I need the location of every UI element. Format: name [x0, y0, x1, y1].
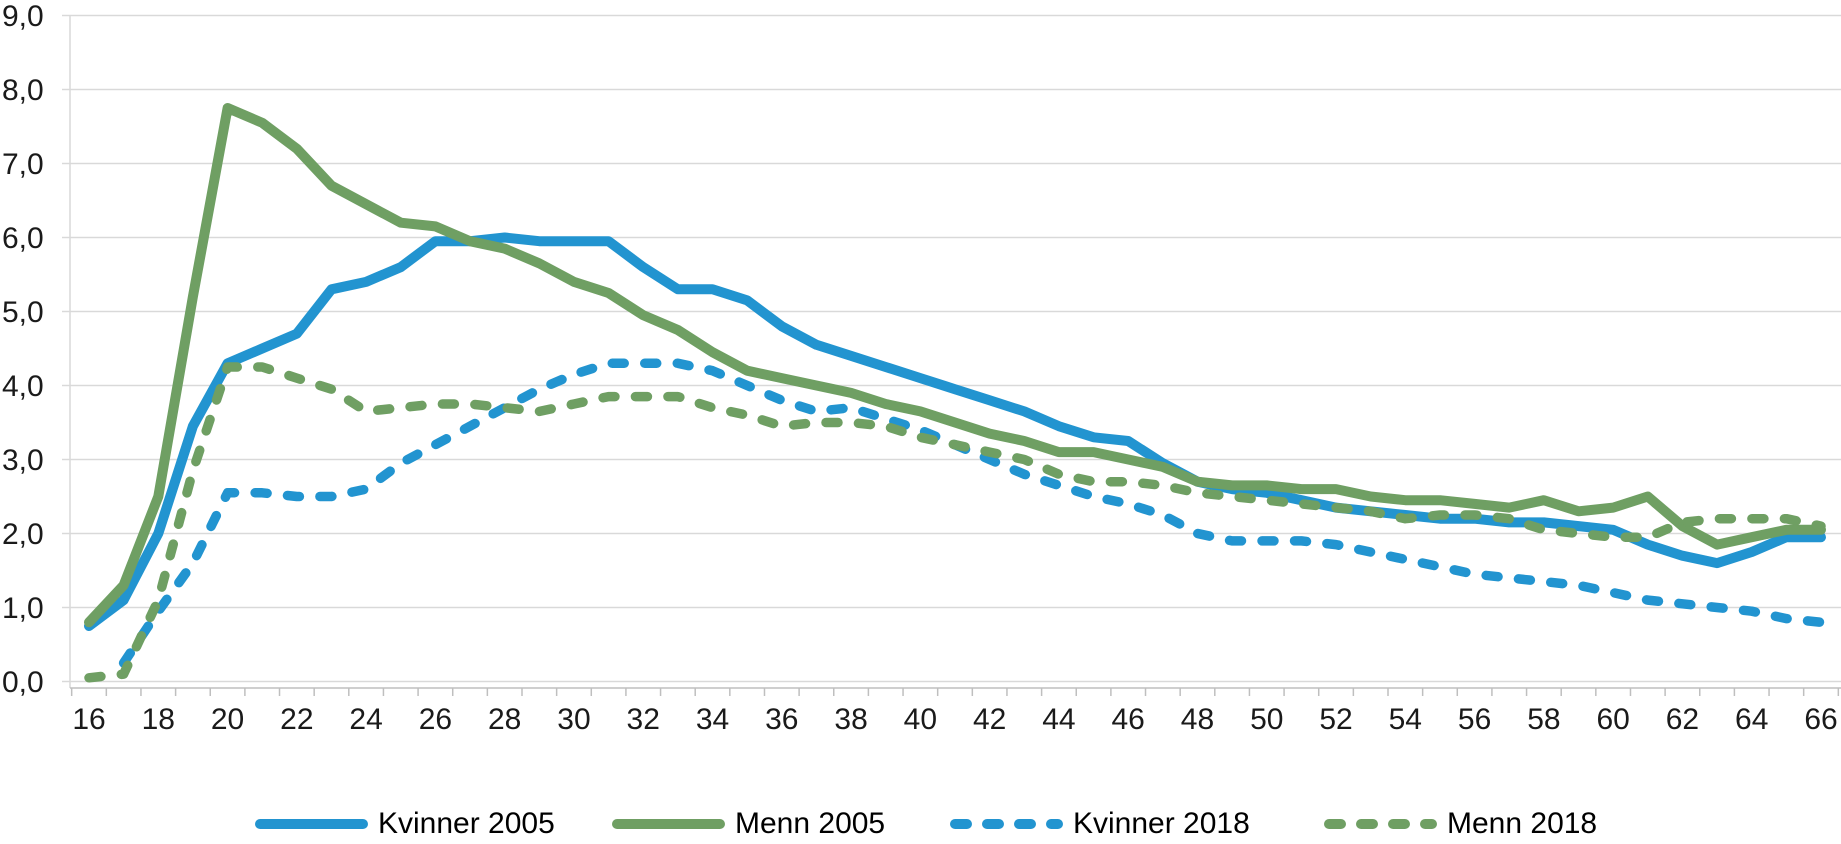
- legend-label: Kvinner 2018: [1073, 807, 1250, 840]
- y-axis-tick-label: 3,0: [2, 444, 44, 477]
- x-axis-tick-label: 56: [1458, 703, 1491, 736]
- legend-swatch-solid-blue-icon: [255, 819, 368, 829]
- x-axis-tick-label: 36: [765, 703, 798, 736]
- x-axis-tick-label: 44: [1042, 703, 1075, 736]
- x-axis-tick-label: 46: [1112, 703, 1145, 736]
- legend-label: Menn 2018: [1447, 807, 1598, 840]
- x-axis-tick-label: 24: [349, 703, 382, 736]
- x-axis-tick-label: 60: [1596, 703, 1629, 736]
- y-axis-tick-label: 7,0: [2, 148, 44, 181]
- legend-swatch-dashed-blue-icon: [950, 819, 1063, 829]
- y-axis-tick-label: 8,0: [2, 74, 44, 107]
- y-axis-tick-label: 1,0: [2, 592, 44, 625]
- x-axis-tick-label: 28: [488, 703, 521, 736]
- legend-swatch-solid-green-icon: [612, 819, 725, 829]
- y-axis-tick-label: 6,0: [2, 222, 44, 255]
- y-axis-tick-label: 0,0: [2, 666, 44, 699]
- x-axis-tick-label: 66: [1804, 703, 1837, 736]
- series-line-kvinner-2018: [118, 358, 1826, 668]
- y-axis-tick-label: 9,0: [2, 0, 44, 33]
- legend-label: Menn 2005: [735, 807, 886, 840]
- x-axis-tick-label: 34: [696, 703, 729, 736]
- x-axis-tick-label: 38: [834, 703, 867, 736]
- series-line-kvinner-2005: [84, 232, 1826, 631]
- x-axis-tick-label: 16: [72, 703, 105, 736]
- x-axis-tick-label: 48: [1181, 703, 1214, 736]
- legend-swatch-dashed-green-icon: [1324, 819, 1437, 829]
- x-axis-tick-label: 18: [142, 703, 175, 736]
- x-axis-tick-label: 64: [1735, 703, 1768, 736]
- x-axis-tick-label: 42: [973, 703, 1006, 736]
- y-axis-tick-label: 5,0: [2, 296, 44, 329]
- x-axis-tick-label: 40: [904, 703, 937, 736]
- x-axis-tick-label: 32: [627, 703, 660, 736]
- legend-label: Kvinner 2005: [378, 807, 555, 840]
- y-axis-tick-label: 4,0: [2, 370, 44, 403]
- x-axis-tick-label: 62: [1666, 703, 1699, 736]
- x-axis-tick-label: 30: [557, 703, 590, 736]
- legend-item-menn-2005: Menn 2005: [611, 804, 885, 844]
- y-axis-tick-label: 2,0: [2, 518, 44, 551]
- legend-item-kvinner-2005: Kvinner 2005: [254, 804, 555, 844]
- legend-item-kvinner-2018: Kvinner 2018: [949, 804, 1250, 844]
- series-line-menn-2005: [84, 103, 1826, 628]
- x-axis-tick-label: 26: [419, 703, 452, 736]
- legend-item-menn-2018: Menn 2018: [1323, 804, 1597, 844]
- series-line-menn-2018: [84, 362, 1826, 683]
- x-axis-tick-label: 58: [1527, 703, 1560, 736]
- x-axis-tick-label: 20: [211, 703, 244, 736]
- x-axis-tick-label: 54: [1389, 703, 1422, 736]
- x-axis-tick-label: 50: [1250, 703, 1283, 736]
- x-axis-tick-label: 52: [1319, 703, 1352, 736]
- x-axis-tick-label: 22: [280, 703, 313, 736]
